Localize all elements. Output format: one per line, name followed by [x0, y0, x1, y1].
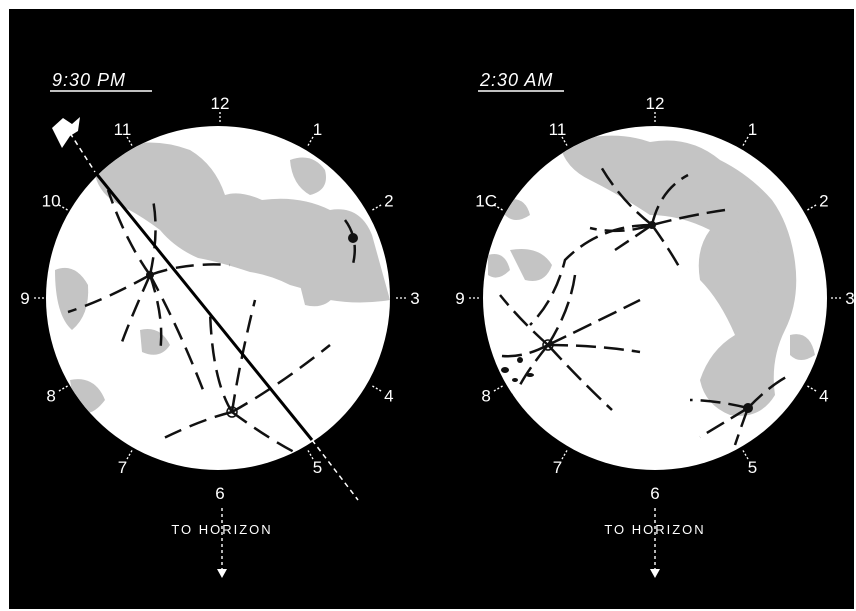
clock-tick	[126, 136, 133, 146]
clock-label-4: 4	[384, 387, 393, 406]
clock-label-7: 7	[553, 458, 562, 477]
clock-label-1C: 1C	[475, 192, 497, 211]
clock-label-11: 11	[549, 120, 567, 139]
clock-label-12: 12	[211, 94, 230, 113]
clock-label-1: 1	[748, 120, 757, 139]
clock-tick	[58, 204, 68, 211]
clock-label-9: 9	[20, 289, 29, 308]
clock-tick	[126, 450, 133, 460]
clock-label-1: 1	[313, 120, 322, 139]
horizon-label-right: TO HORIZON	[604, 522, 705, 537]
time-label-right: 2:30 AM	[479, 70, 553, 90]
spacecraft-track	[52, 117, 359, 501]
arrow-down-icon	[650, 569, 660, 578]
rays-left	[67, 189, 357, 457]
clock-label-6: 6	[215, 484, 224, 503]
clock-tick	[307, 136, 314, 146]
clock-tick	[307, 450, 314, 460]
clock-tick	[372, 204, 382, 211]
horizon-label-left: TO HORIZON	[171, 522, 272, 537]
clock-label-11: 11	[114, 120, 132, 139]
clock-label-7: 7	[118, 458, 127, 477]
clock-label-5: 5	[748, 458, 757, 477]
clock-label-2: 2	[384, 192, 393, 211]
clock-label-12: 12	[646, 94, 665, 113]
horizon-arrow-right	[650, 508, 660, 578]
clock-tick	[493, 204, 503, 211]
moon-disc-right	[483, 126, 827, 470]
moon-disc-left	[46, 126, 390, 470]
clock-tick	[58, 385, 68, 392]
satellite-icon	[52, 117, 80, 148]
clock-tick	[742, 450, 749, 460]
clock-label-3: 3	[845, 289, 854, 308]
arrow-down-icon	[217, 569, 227, 578]
clock-label-5: 5	[313, 458, 322, 477]
clock-label-9: 9	[455, 289, 464, 308]
clock-label-10: 10	[42, 192, 61, 211]
clock-label-3: 3	[410, 289, 419, 308]
clock-tick	[807, 385, 817, 392]
clock-label-4: 4	[819, 387, 828, 406]
clock-tick	[742, 136, 749, 146]
clock-tick	[807, 204, 817, 211]
rays-right	[494, 164, 791, 446]
horizon-arrow-left	[217, 508, 227, 578]
clock-label-6: 6	[650, 484, 659, 503]
clock-tick	[493, 385, 503, 392]
clock-tick	[561, 136, 568, 146]
clock-label-2: 2	[819, 192, 828, 211]
maria-right	[488, 135, 815, 416]
time-label-left: 9:30 PM	[52, 70, 126, 90]
clock-tick	[561, 450, 568, 460]
clock-label-8: 8	[481, 387, 490, 406]
clock-tick	[372, 385, 382, 392]
clock-label-8: 8	[46, 387, 55, 406]
